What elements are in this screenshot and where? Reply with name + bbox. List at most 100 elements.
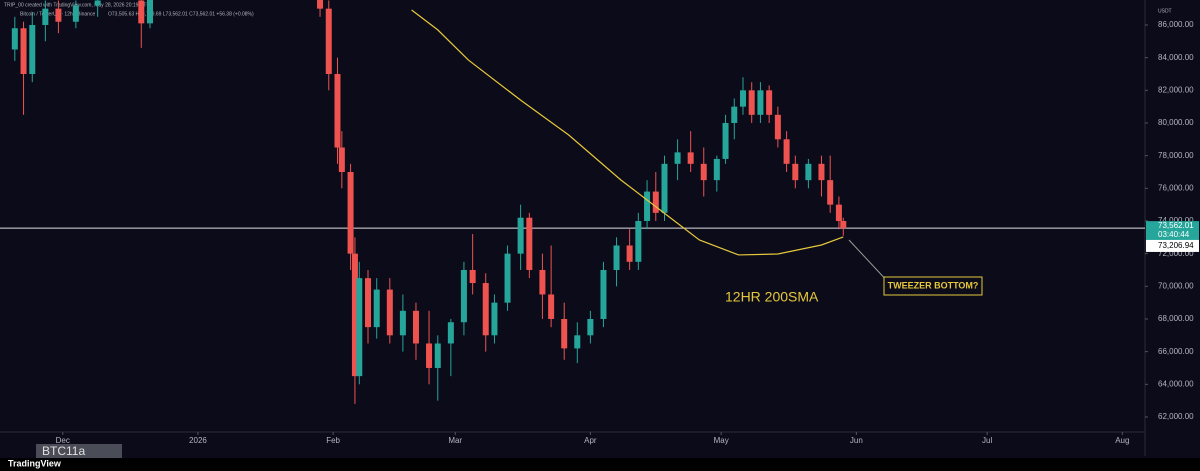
y-tick-label: 78,000.00 <box>1158 151 1194 160</box>
tweezer-annotation: TWEEZER BOTTOM? <box>888 280 979 290</box>
candle-body <box>146 0 153 24</box>
candle-body <box>766 90 773 115</box>
candle-body <box>356 278 363 377</box>
x-tick-label: Aug <box>1115 436 1129 445</box>
candle-body <box>840 220 847 229</box>
candle-body <box>574 335 581 349</box>
candle-body <box>72 5 79 22</box>
y-tick-label: 74,000.00 <box>1158 216 1194 225</box>
candle-body <box>739 90 746 107</box>
last-price-label: 73,562.01 <box>1158 221 1194 230</box>
candle-body <box>561 318 568 349</box>
candle-body <box>365 278 372 328</box>
candle-body <box>347 171 354 254</box>
candle-body <box>587 318 594 336</box>
x-tick-label: Jun <box>850 436 863 445</box>
candle-body <box>11 28 18 50</box>
footer-bar <box>0 458 1200 471</box>
candle-body <box>548 294 555 319</box>
candle-body <box>412 310 419 344</box>
y-tick-label: 62,000.00 <box>1158 412 1194 421</box>
candle-body <box>325 8 332 74</box>
countdown-label: 03:40:44 <box>1158 230 1190 239</box>
last-price-box <box>1146 221 1199 242</box>
candle-body <box>469 269 476 284</box>
candle-body <box>426 343 433 368</box>
sma-price-box <box>1146 239 1199 252</box>
annotation-box <box>883 276 983 296</box>
candle-body <box>613 245 620 270</box>
candle-body <box>138 0 145 24</box>
y-tick-label: 82,000.00 <box>1158 85 1194 94</box>
y-tick-label: 66,000.00 <box>1158 347 1194 356</box>
y-tick-label: 72,000.00 <box>1158 249 1194 258</box>
candle-body <box>491 302 498 336</box>
candle-body <box>351 253 358 377</box>
candle-body <box>774 114 781 140</box>
candle-body <box>373 289 380 328</box>
candle-body <box>434 343 441 368</box>
candle-body <box>600 269 607 319</box>
x-tick-label: Dec <box>56 436 70 445</box>
candle-body <box>783 139 790 164</box>
candle-body <box>504 253 511 303</box>
candle-body <box>818 163 825 181</box>
y-tick-label: 64,000.00 <box>1158 379 1194 388</box>
candle-body <box>399 310 406 336</box>
candle-body <box>722 122 729 159</box>
candle-body <box>748 90 755 115</box>
sma-annotation: 12HR 200SMA <box>725 289 819 305</box>
watermark-box <box>36 444 122 460</box>
candle-body <box>94 0 101 6</box>
candle-body <box>731 106 738 123</box>
candle-body <box>482 283 489 336</box>
candle-body <box>674 152 681 164</box>
candle-body <box>644 191 651 221</box>
candle-body <box>447 322 454 344</box>
candle-body <box>792 163 799 181</box>
candle-body <box>757 90 764 115</box>
candle-body <box>700 163 707 181</box>
brand: TradingView <box>8 458 62 468</box>
x-tick-label: Apr <box>584 436 597 445</box>
candle-body <box>526 217 533 270</box>
candle-body <box>42 8 49 25</box>
candle-body <box>539 269 546 295</box>
y-tick-label: 80,000.00 <box>1158 118 1194 127</box>
candle-body <box>386 289 393 336</box>
candle-body <box>517 217 524 254</box>
y-tick-label: 76,000.00 <box>1158 183 1194 192</box>
candle-body <box>805 163 812 181</box>
ohlc: O73,505.63 H73,749.69 L73,562.01 C73,562… <box>108 11 254 17</box>
x-tick-label: Mar <box>448 436 462 445</box>
candle-body <box>687 152 694 164</box>
x-tick-label: Jul <box>982 436 992 445</box>
plot-area <box>0 0 1145 404</box>
candle-body <box>835 204 842 221</box>
candle-body <box>661 163 668 213</box>
candle-body <box>626 245 633 262</box>
candle-body <box>29 24 36 74</box>
candle-body <box>55 8 62 22</box>
sma-price-label: 73,206.94 <box>1158 241 1194 250</box>
y-tick-label: 84,000.00 <box>1158 53 1194 62</box>
candle-body <box>713 158 720 181</box>
candle-body <box>317 0 324 9</box>
candle-body <box>338 147 345 172</box>
candle-body <box>20 28 27 74</box>
credit: TRIP_00 created with TradingView.com, Ma… <box>4 2 150 8</box>
watermark: BTC11a <box>42 444 85 458</box>
y-tick-label: 70,000.00 <box>1158 281 1194 290</box>
x-tick-label: May <box>714 436 729 445</box>
annotation-arrow <box>848 239 891 285</box>
candle-body <box>827 180 834 205</box>
x-tick-label: 2026 <box>189 436 207 445</box>
currency: USDT <box>1158 8 1172 14</box>
sma-line <box>411 9 844 256</box>
candle-body <box>652 191 659 213</box>
y-tick-label: 68,000.00 <box>1158 314 1194 323</box>
candle-body <box>635 220 642 262</box>
